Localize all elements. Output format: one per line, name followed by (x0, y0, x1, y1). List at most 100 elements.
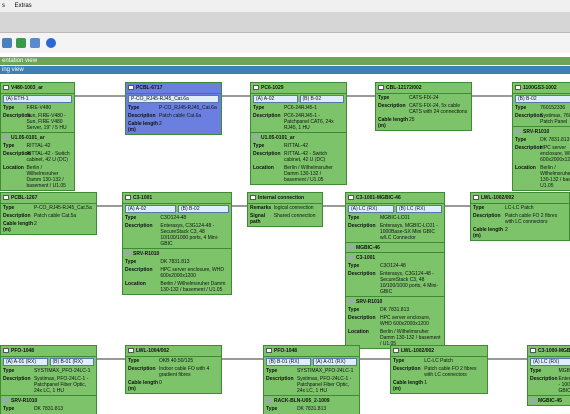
field-row: Cable length (m) 25 (376, 116, 471, 130)
tool-icon[interactable] (16, 38, 26, 48)
tool-icon[interactable] (30, 38, 40, 48)
field-label: Cable length (m) (128, 121, 159, 133)
field-row: Type DK 7831.813 (123, 258, 231, 266)
section-title: RACK-BLN-U05_2-1009 (264, 395, 359, 405)
field-value: Indoor cable FO with 4 gradient fibres (158, 366, 210, 378)
node[interactable]: PCBL-1267 Type P-CO_RJ45-RJ45_Cat.5a Descri… (0, 192, 97, 235)
field-label: Location (253, 165, 274, 171)
port[interactable]: (A) LC (RX) (348, 205, 394, 213)
field-value: P-CO_RJ45-RJ45_Cat.5a (33, 205, 92, 211)
view-bar[interactable]: ing view (0, 66, 570, 74)
field-row: Type LC-LC Patch (471, 204, 569, 212)
node[interactable]: PC6-1029 (A) A-02 (B) B-02 Type PC6-24RJ45-1… (250, 82, 347, 185)
node-title: PCBL-1267 (1, 193, 96, 204)
port[interactable]: (A) ETH-1 (3, 95, 72, 103)
port[interactable]: (B) B-01 (RX) (49, 358, 94, 366)
node[interactable]: PFO-1048 (A) A-01 (RX) (B) B-01 (RX) Type SY… (0, 345, 97, 414)
field-label: Cable length (m) (3, 221, 34, 233)
port[interactable]: (B) B-02 (299, 95, 344, 103)
field-value: Enterasys, C3G124-48 - SecureStack C3, 4… (379, 271, 439, 295)
node[interactable]: C3-1000-MGBIC-45(A) LC (RX) Type MGBIC-LC0… (527, 345, 570, 406)
section-title: C3-1001 (346, 252, 444, 262)
field-label: Description (128, 366, 156, 372)
field-label: Location (515, 165, 536, 171)
field-value: P-CO_RJ45-RJ45_Cat.6a (158, 105, 217, 111)
field-value: LC-LC Patch (504, 205, 534, 211)
field-label: Cable length (m) (473, 227, 504, 239)
field-row: Description Enterasys, C3G124-48 - Secure… (346, 270, 444, 296)
port[interactable]: P-CO_RJ45-RJ45_Cat.6a (128, 95, 219, 103)
field-value: DK 7831.813 (160, 259, 190, 265)
field-value: FIRE-V480 (26, 105, 52, 111)
field-label: Type (3, 406, 15, 412)
port[interactable]: (A) A-02 (125, 205, 176, 213)
port[interactable]: (B) B-02 (178, 205, 229, 213)
field-row: Cable length (m) 2 (471, 226, 569, 240)
field-row: Type DK 7831.813 (346, 306, 444, 314)
node-title: V480-1003_ar (1, 83, 74, 94)
field-label: Type (393, 358, 405, 364)
node[interactable]: C3-1001-MGBIC-46 (A) LC (RX) (B) LC (RX) Ty… (345, 192, 445, 349)
toolbar (0, 33, 570, 53)
menu-bar: s Extras (0, 0, 570, 12)
node[interactable]: LWL-1002/002 Type LC-LC Patch Description Pa… (390, 345, 488, 394)
node-title: PCBL-6717 (126, 83, 221, 94)
field-value: 25 (408, 117, 415, 123)
field-label: Type (348, 215, 360, 221)
field-label: Cable length (m) (393, 380, 424, 392)
node[interactable]: Internal connection Remarks logical connec… (247, 192, 323, 227)
port-row: P-CO_RJ45-RJ45_Cat.6a (126, 94, 221, 104)
field-row: Type LC-LC Patch (391, 357, 487, 365)
field-value: OKB 40.50/125 (158, 358, 194, 364)
port[interactable]: (B) B-02 (515, 95, 570, 103)
field-value: CATS-FIX-24 (408, 95, 439, 101)
field-row: Description Patch cable Cat.6a (126, 112, 221, 120)
node[interactable]: PCBL-6717 P-CO_RJ45-RJ45_Cat.6a Type P-CO_R… (125, 82, 222, 135)
field-value: DK 7831.813 (379, 307, 410, 313)
field-row: Description Systimax, PFO-24LC-1 - Patchp… (264, 375, 359, 395)
port[interactable]: (A) A-01 (RX) (312, 358, 357, 366)
field-row: Description Patch cable Cat.5a (1, 212, 96, 220)
node-title: PC6-1029 (251, 83, 346, 94)
field-label: Type (125, 215, 137, 221)
port[interactable]: (B) LC (RX) (396, 205, 442, 213)
field-label: Type (515, 137, 527, 143)
field-label: Signal path (250, 213, 266, 225)
tool-icon[interactable] (2, 38, 12, 48)
help-icon[interactable] (46, 38, 56, 48)
port[interactable]: (A) A-01 (RX) (3, 358, 48, 366)
view-bar[interactable]: entation view (0, 57, 570, 65)
node[interactable]: CBL-12172/002 Type CATS-FIX-24 Description C… (375, 82, 472, 131)
connections (75, 95, 527, 360)
menu-item[interactable]: Extras (14, 3, 32, 9)
menu-item[interactable]: s (2, 3, 5, 9)
field-row: Type RITTAL-42 (1, 142, 74, 150)
node[interactable]: PFO-1048 (B) B-01 (RX) (A) A-01 (RX) Type SY… (263, 345, 360, 414)
node[interactable]: LWL-1004/002 Type OKB 40.50/125 Description… (125, 345, 222, 394)
section-title: U1.05-0101_ar (251, 132, 346, 142)
field-row: Type MGBIC-LC01 (528, 367, 570, 375)
port[interactable]: (A) LC (RX) (530, 358, 570, 366)
field-row: Description Patch cable FO 2 fibres with … (391, 365, 487, 379)
node-title: PFO-1048 (1, 346, 96, 357)
field-value: SYSTIMAX_PFO-24LC-1 (33, 368, 91, 374)
field-value: Berlin / Wilhelmsruher Damm 130-132 / ba… (283, 165, 333, 183)
port[interactable]: (B) B-01 (RX) (266, 358, 311, 366)
field-label: Description (473, 213, 501, 219)
field-label: Type (128, 358, 140, 364)
field-value: Berlin / Wilhelmsruher Damm 130-132 / ba… (26, 165, 66, 189)
field-label: Description (515, 113, 543, 119)
field-value: 760152336 (540, 105, 566, 111)
field-label: Description (125, 223, 153, 229)
node[interactable]: 1100GS3-1002 (B) B-02 Type 760152336 Descrip… (512, 82, 570, 191)
field-value: Shared connection (273, 213, 316, 219)
node[interactable]: V480-1003_ar (A) ETH-1 Type FIRE-V480 Descri… (0, 82, 75, 191)
port[interactable]: (A) A-02 (253, 95, 298, 103)
field-value: 2 (158, 121, 162, 127)
field-row: Location Berlin / Wilhelmsruher Damm 130-… (251, 164, 346, 184)
node[interactable]: C3-1001 (A) A-02 (B) B-02 Type C3O124-48 Desc… (122, 192, 232, 295)
node[interactable]: LWL-1002/002 Type LC-LC Patch Description Pa… (470, 192, 570, 241)
field-row: Type OKB 40.50/125 (126, 357, 221, 365)
